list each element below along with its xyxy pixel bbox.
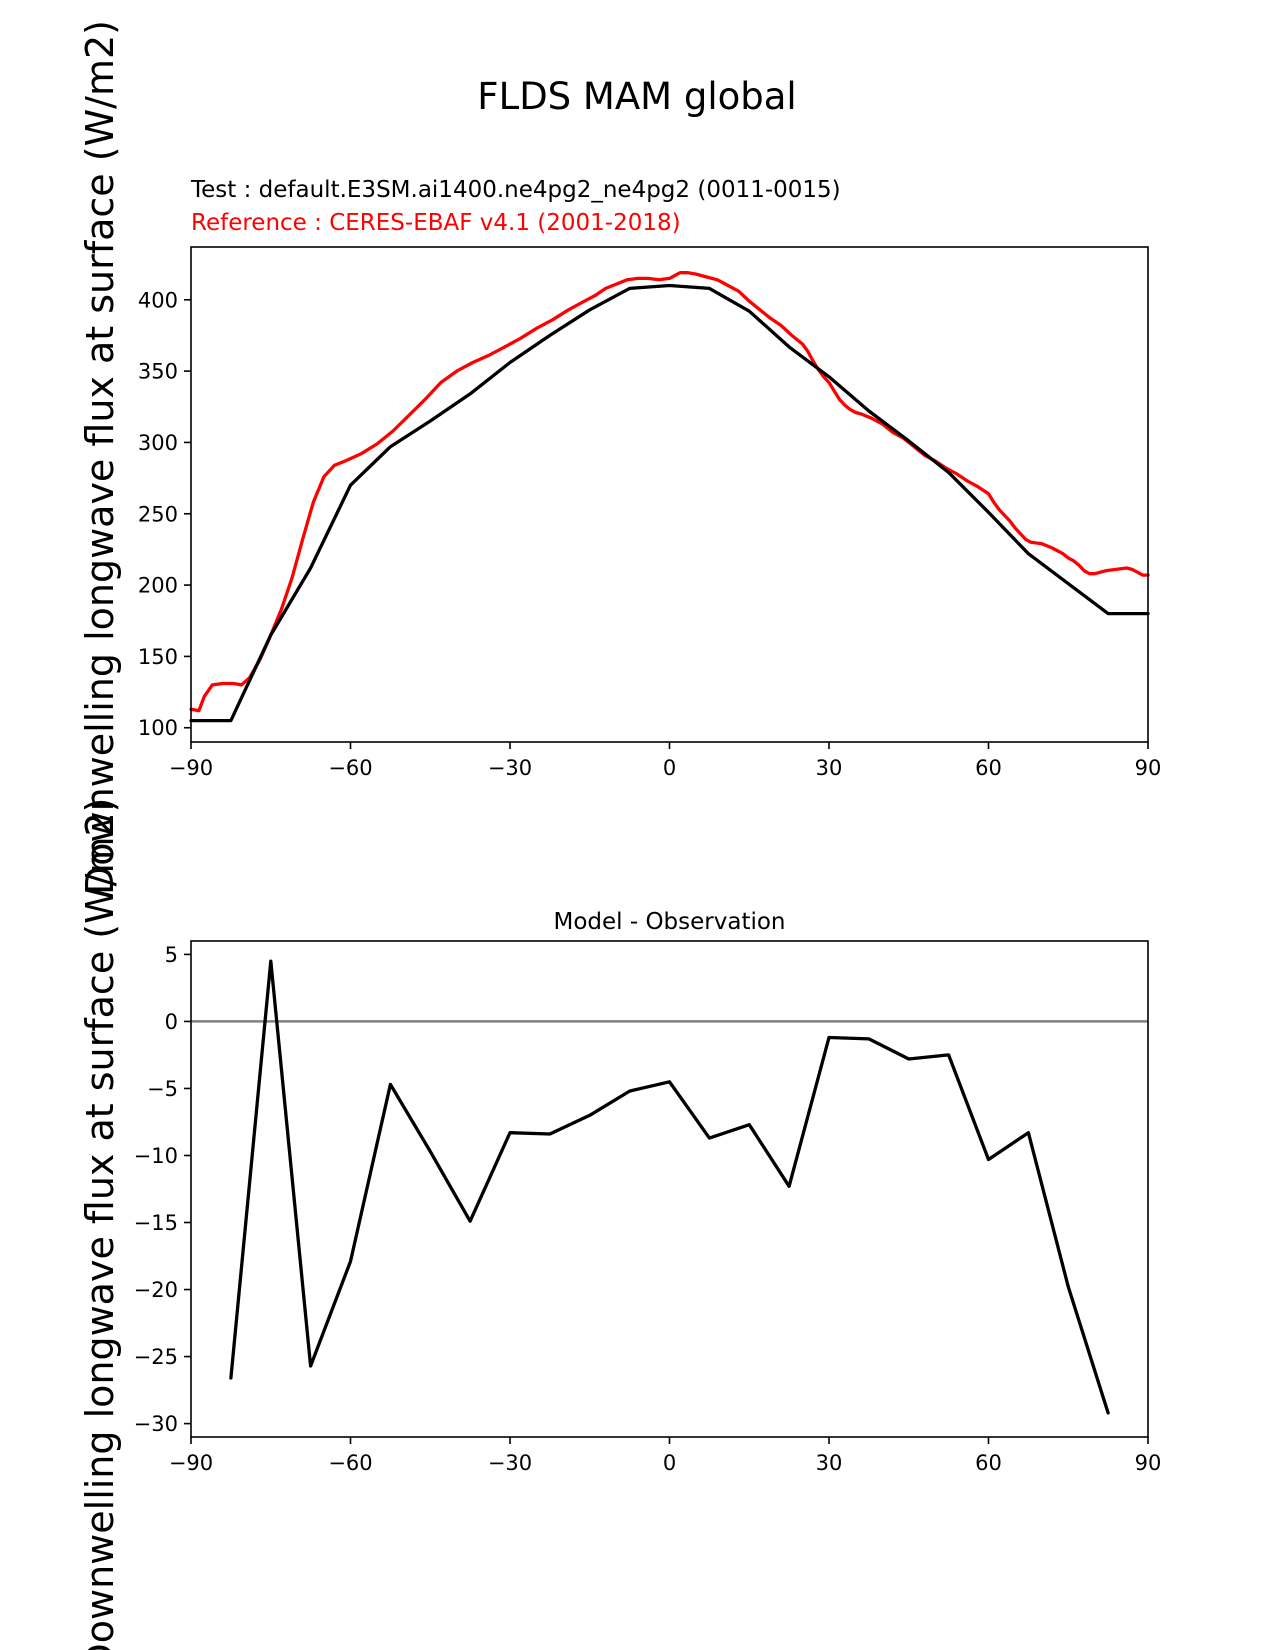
overlapping-y-axis-label: Downwelling longwave flux at surface (W/… — [78, 797, 122, 1650]
y-tick-label: −5 — [147, 1077, 178, 1101]
y-tick-label: 300 — [138, 431, 178, 455]
y-tick-label: 250 — [138, 502, 178, 526]
top-panel: −90 −60 −30 0 30 60 90 100 150 200 250 300 350 400 — [138, 246, 1162, 780]
y-tick-label: 0 — [165, 1010, 178, 1034]
y-tick-label: 150 — [138, 645, 178, 669]
x-tick-label: −30 — [488, 1451, 532, 1475]
y-tick-label: 350 — [138, 360, 178, 384]
y-tick-label: 5 — [165, 943, 178, 967]
x-tick-label: 60 — [975, 756, 1002, 780]
x-tick-label: −30 — [488, 756, 532, 780]
x-tick-label: −60 — [328, 756, 372, 780]
series-line-reference — [189, 271, 1150, 713]
y-axis-label: Downwelling longwave flux at surface (W/… — [78, 20, 122, 895]
bottom-panel: −90 −60 −30 0 30 60 90 5 0 −5 −10 −15 −20 −25 −30 Model… — [134, 909, 1162, 1475]
y-tick-label: 200 — [138, 574, 178, 598]
x-tick-label: −90 — [169, 1451, 213, 1475]
x-tick-label: 30 — [816, 756, 843, 780]
y-tick-label: −30 — [134, 1412, 178, 1436]
x-tick-label: 0 — [663, 1451, 676, 1475]
reference-label: Reference : CERES-EBAF v4.1 (2001-2018) — [191, 210, 681, 236]
axes-frame — [190, 940, 1149, 1438]
series-line-test — [189, 283, 1150, 723]
y-tick-label: −20 — [134, 1278, 178, 1302]
x-tick-label: 0 — [663, 756, 676, 780]
series-line-test — [229, 959, 1110, 1415]
figure-title: FLDS MAM global — [477, 75, 796, 118]
y-tick-label: −15 — [134, 1211, 178, 1235]
y-tick-label: 400 — [138, 288, 178, 312]
y-tick-label: 100 — [138, 716, 178, 740]
y-tick-label: −10 — [134, 1144, 178, 1168]
y-tick-label: −25 — [134, 1345, 178, 1369]
x-tick-label: 90 — [1135, 756, 1162, 780]
x-tick-label: −60 — [328, 1451, 372, 1475]
x-tick-label: −90 — [169, 756, 213, 780]
x-tick-label: 30 — [816, 1451, 843, 1475]
axes-frame — [190, 246, 1149, 743]
x-tick-label: 90 — [1135, 1451, 1162, 1475]
test-label: Test : default.E3SM.ai1400.ne4pg2_ne4pg2… — [190, 177, 841, 203]
x-tick-label: 60 — [975, 1451, 1002, 1475]
panel-title: Model - Observation — [553, 909, 785, 935]
